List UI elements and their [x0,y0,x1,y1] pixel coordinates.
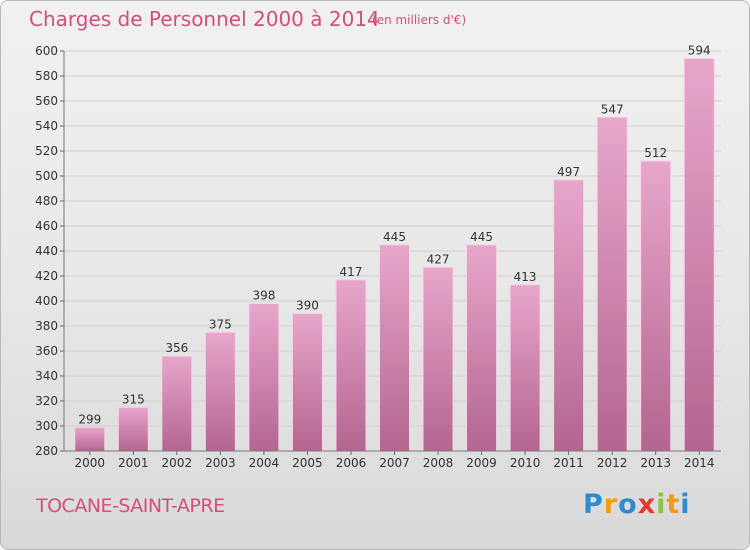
data-label: 497 [557,165,580,179]
y-tick-label: 460 [35,219,58,233]
bar [204,331,236,452]
data-label: 427 [427,252,450,266]
y-tick-label: 580 [35,69,58,83]
logo-letter: r [603,489,619,520]
y-tick-label: 340 [35,369,58,383]
bar [553,179,585,452]
logo-letter: t [666,489,681,520]
bar [117,406,149,452]
x-tick-label: 2007 [379,456,410,470]
x-tick-label: 2006 [336,456,367,470]
data-label: 417 [340,265,363,279]
data-label: 390 [296,299,319,313]
bar [379,244,410,452]
logo-letter: o [618,489,638,520]
y-tick-label: 540 [35,119,58,133]
x-tick-label: 2008 [423,456,454,470]
x-tick-label: 2013 [640,456,671,470]
x-tick-label: 2003 [205,456,236,470]
y-tick-label: 360 [35,344,58,358]
y-tick-label: 420 [35,269,58,283]
data-label: 413 [514,270,537,284]
bar [248,303,280,452]
proxiti-logo[interactable]: Proxiti [583,489,691,520]
data-label: 299 [78,412,101,426]
x-tick-label: 2001 [118,456,149,470]
data-label: 547 [601,102,624,116]
x-tick-label: 2012 [597,456,628,470]
town-name: TOCANE-SAINT-APRE [36,495,225,517]
data-label: 594 [688,44,711,58]
data-label: 398 [252,289,275,303]
y-tick-label: 320 [35,394,58,408]
bar [291,313,323,452]
bar [422,266,454,452]
data-label: 512 [644,146,667,160]
x-tick-label: 2002 [162,456,193,470]
logo-letter: i [656,489,667,520]
x-tick-label: 2000 [74,456,105,470]
logo-letter: P [583,489,604,520]
data-label: 445 [470,230,493,244]
y-tick-label: 600 [35,44,58,58]
y-tick-label: 480 [35,194,58,208]
axes: 280 300 320 340 360 380 400 420 440 460 480 500 520 5… [35,44,721,470]
bar [596,116,628,452]
x-tick-label: 2010 [510,456,541,470]
chart-title: Charges de Personnel 2000 à 2014 [29,7,380,31]
y-tick-label: 560 [35,94,58,108]
data-label: 445 [383,230,406,244]
y-tick-label: 300 [35,419,58,433]
bar [161,355,193,452]
data-label: 315 [122,392,145,406]
bars: 299 315 356 375 398 390 417 445 427 445 413 497 547 5… [74,44,715,452]
bar [335,279,367,452]
y-tick-label: 520 [35,144,58,158]
bar [74,426,106,452]
logo-letter: i [680,489,691,520]
x-tick-label: 2011 [553,456,584,470]
y-tick-label: 400 [35,294,58,308]
data-label: 356 [165,341,188,355]
logo-letter: x [637,489,657,520]
bar [466,244,498,452]
chart-unit-label: (en milliers d'€) [372,13,467,27]
bar [640,160,672,452]
data-label: 375 [209,317,232,331]
bar [509,284,541,452]
y-tick-label: 440 [35,244,58,258]
x-tick-label: 2014 [684,456,715,470]
y-tick-label: 500 [35,169,58,183]
y-tick-label: 280 [35,444,58,458]
x-tick-label: 2005 [292,456,323,470]
x-tick-label: 2009 [466,456,497,470]
y-tick-label: 380 [35,319,58,333]
bar [683,58,715,452]
x-tick-label: 2004 [249,456,280,470]
